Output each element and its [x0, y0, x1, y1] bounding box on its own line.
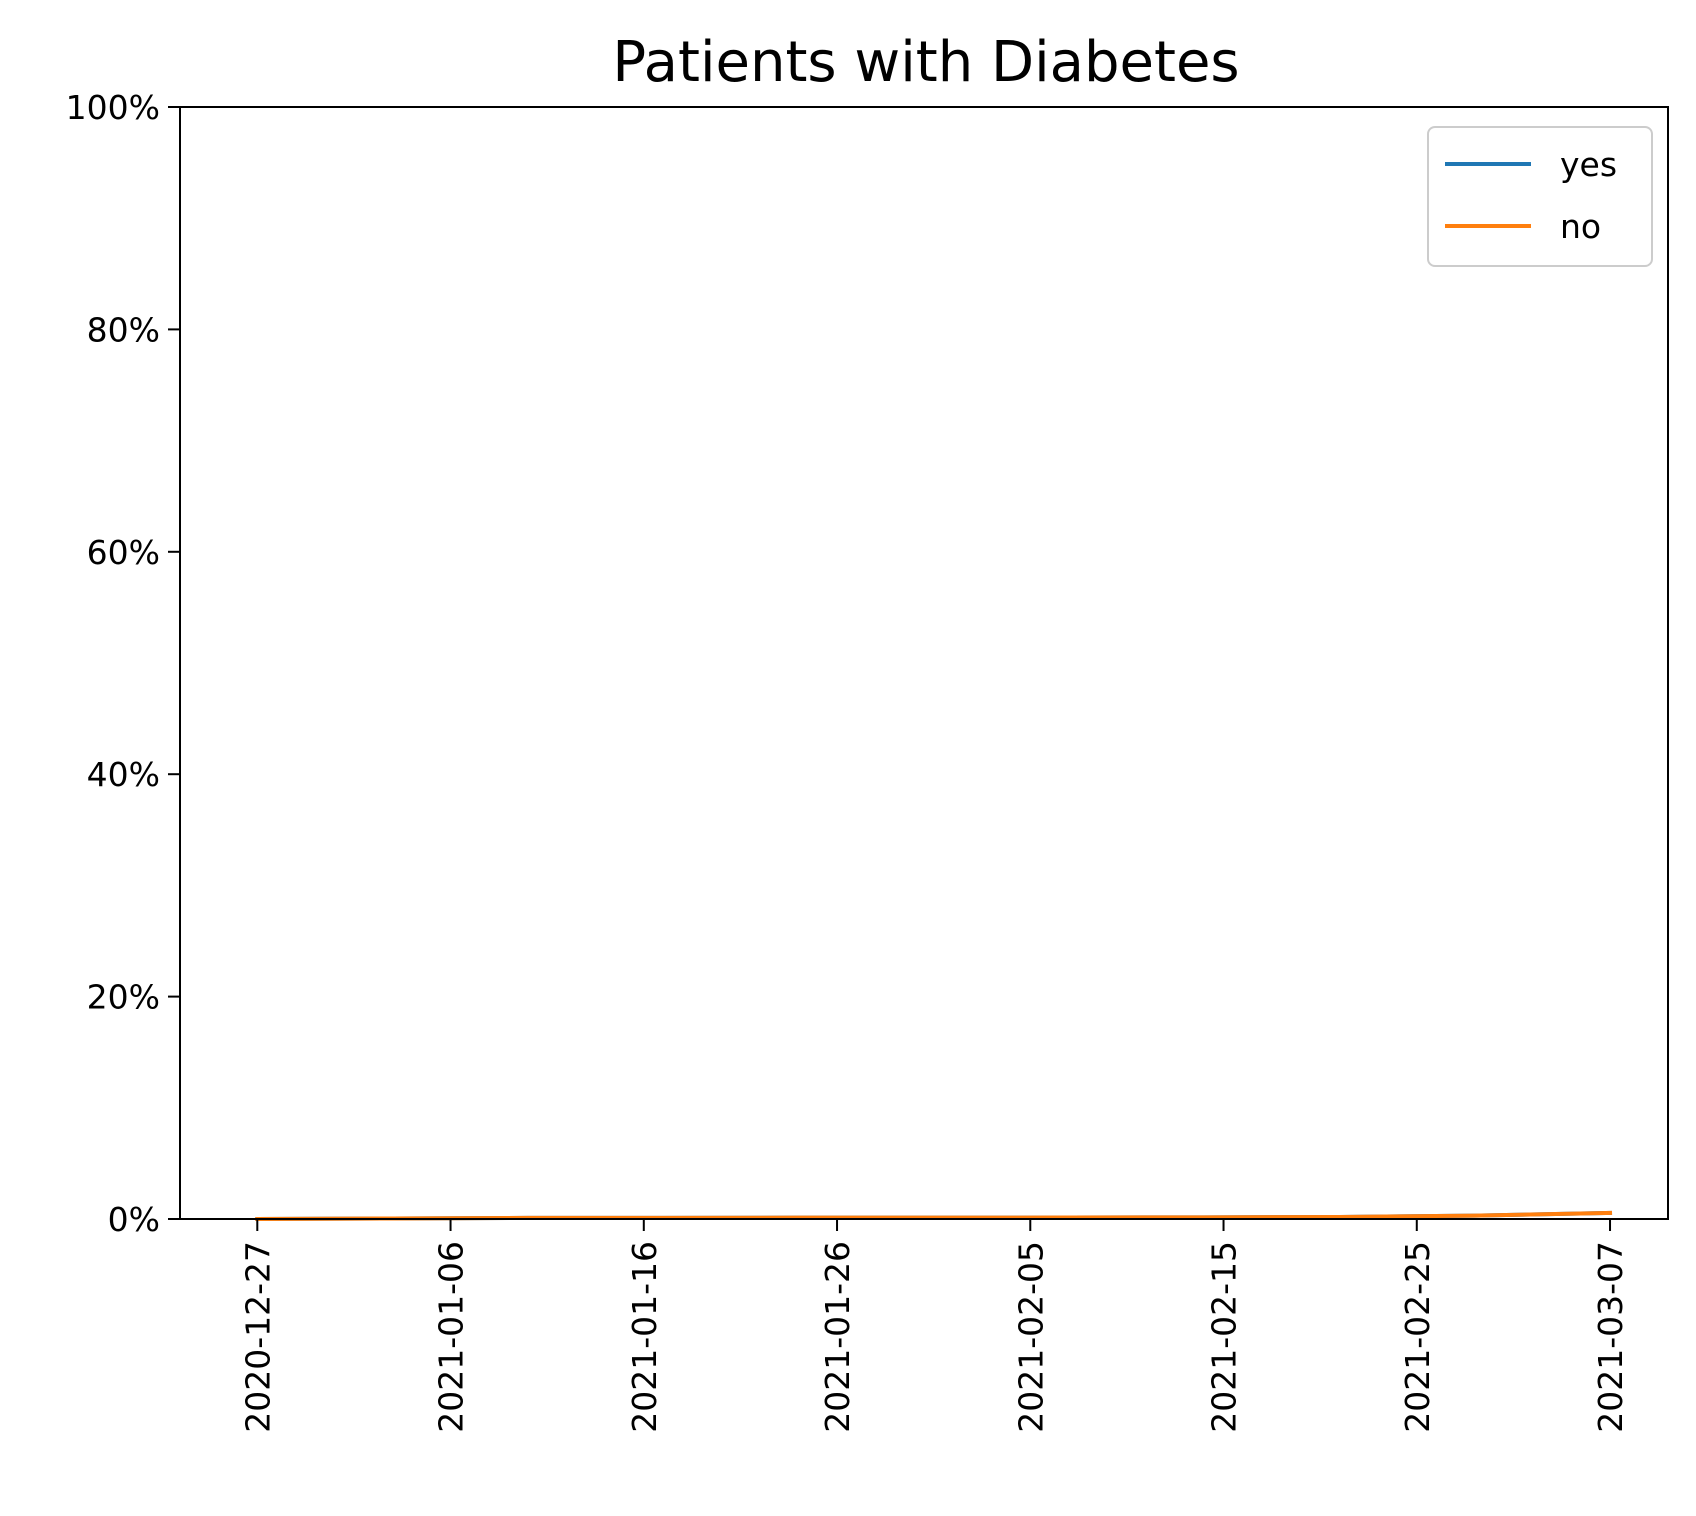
- chart-title: Patients with Diabetes: [612, 30, 1239, 95]
- x-tick-label: 2021-02-05: [1011, 1241, 1050, 1433]
- y-tick-label: 20%: [87, 978, 160, 1017]
- x-tick-label: 2020-12-27: [238, 1241, 277, 1433]
- legend: yes no: [1427, 126, 1653, 267]
- legend-box: [1427, 126, 1653, 267]
- y-tick-label: 80%: [87, 310, 160, 349]
- y-tick-label: 40%: [87, 755, 160, 794]
- y-tick-label: 0%: [108, 1200, 160, 1239]
- x-axis: 2020-12-27 2021-01-06 2021-01-16 2021-01-26…: [238, 1219, 1630, 1433]
- y-tick-label: 100%: [66, 88, 160, 127]
- axes-frame: [179, 106, 1669, 1220]
- legend-label-yes: yes: [1560, 145, 1617, 184]
- x-tick-label: 2021-02-25: [1398, 1241, 1437, 1433]
- x-tick-label: 2021-03-07: [1591, 1241, 1630, 1433]
- x-tick-label: 2021-01-06: [432, 1241, 471, 1433]
- x-tick-label: 2021-02-15: [1205, 1241, 1244, 1433]
- x-tick-label: 2021-01-26: [818, 1241, 857, 1433]
- legend-label-no: no: [1560, 207, 1601, 246]
- y-axis: 0% 20% 40% 60% 80% 100%: [66, 88, 180, 1239]
- x-tick-label: 2021-01-16: [625, 1241, 664, 1433]
- y-tick-label: 60%: [87, 533, 160, 572]
